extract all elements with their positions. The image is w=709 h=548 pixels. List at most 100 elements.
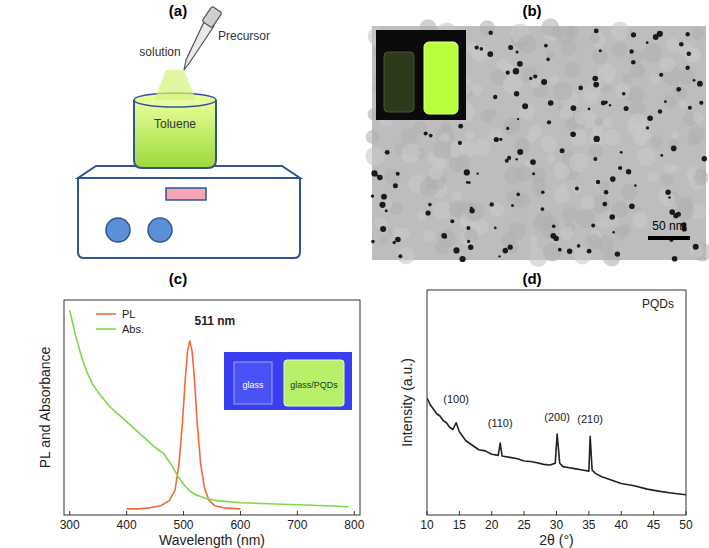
figure: (a)(b)(c)(d)ToluenePrecursorsolution50 n… <box>0 0 709 548</box>
nanocrystal <box>593 82 599 88</box>
beaker <box>134 100 216 168</box>
nanocrystal <box>679 42 684 47</box>
texture <box>668 140 679 151</box>
nanocrystal <box>602 202 607 207</box>
nanocrystal <box>380 226 386 232</box>
nanocrystal <box>693 79 696 82</box>
nanocrystal <box>658 109 662 113</box>
x-tick <box>621 511 622 515</box>
glass-pqds <box>284 360 344 406</box>
nanocrystal <box>624 106 629 111</box>
nanocrystal <box>428 203 432 207</box>
texture <box>573 186 581 194</box>
nanocrystal <box>686 32 690 36</box>
nanocrystal <box>609 104 611 106</box>
annotation: 511 nm <box>194 314 235 328</box>
nanocrystal <box>686 66 690 70</box>
texture <box>603 73 614 84</box>
texture <box>433 141 452 160</box>
nanocrystal <box>441 233 447 239</box>
x-tick-label: 700 <box>287 518 307 532</box>
nanocrystal <box>688 106 692 110</box>
inset-label: glass <box>242 380 264 390</box>
nanocrystal <box>626 169 631 174</box>
nanocrystal <box>385 150 390 155</box>
knob <box>106 218 130 242</box>
nanocrystal <box>548 100 554 106</box>
nanocrystal <box>498 255 500 257</box>
chart: 300400500600700800Wavelength (nm)PL and … <box>37 300 365 548</box>
texture <box>472 84 484 96</box>
texture <box>379 236 388 245</box>
texture <box>424 230 436 242</box>
texture <box>671 130 679 138</box>
scale-bar <box>648 236 690 240</box>
texture <box>553 82 572 101</box>
pipette-head <box>202 6 222 28</box>
texture <box>571 130 588 147</box>
nanocrystal <box>480 47 484 51</box>
nanocrystal <box>516 158 518 160</box>
x-tick-label: 500 <box>174 518 194 532</box>
x-tick-label: 400 <box>117 518 137 532</box>
legend-label: PQDs <box>642 297 674 311</box>
texture <box>516 166 532 182</box>
inset-photo <box>224 352 352 410</box>
texture <box>480 20 495 35</box>
texture <box>637 147 656 166</box>
nanocrystal <box>494 227 497 230</box>
x-axis-label: 2θ (°) <box>539 532 573 548</box>
nanocrystal <box>458 141 462 145</box>
texture <box>621 184 637 200</box>
texture <box>589 33 599 43</box>
texture <box>661 173 673 185</box>
nanocrystal <box>467 240 470 243</box>
y-axis-label: PL and Absorbance <box>37 346 53 468</box>
nanocrystal <box>575 187 579 191</box>
texture <box>435 240 450 255</box>
nanocrystal <box>444 235 447 238</box>
x-tick <box>297 511 298 515</box>
texture <box>473 139 491 157</box>
texture <box>632 213 648 229</box>
x-tick <box>183 511 184 515</box>
texture <box>551 26 563 38</box>
texture <box>604 129 621 146</box>
nanocrystal <box>395 237 401 243</box>
nanocrystal <box>499 138 502 141</box>
nanocrystal <box>487 51 493 57</box>
texture <box>580 195 595 210</box>
nanocrystal <box>466 226 470 230</box>
nanocrystal <box>664 100 667 103</box>
nanocrystal <box>464 169 470 175</box>
nanocrystal <box>508 45 513 50</box>
x-tick-label: 45 <box>647 518 661 532</box>
annotation: (100) <box>443 393 469 405</box>
x-tick-label: 300 <box>60 518 80 532</box>
nanocrystal <box>676 87 681 92</box>
nanocrystal <box>558 248 562 252</box>
nanocrystal <box>544 44 548 48</box>
texture <box>480 111 492 123</box>
nanocrystal <box>594 136 600 142</box>
x-tick <box>69 511 70 515</box>
nanocrystal <box>676 212 681 217</box>
nanocrystal <box>631 60 636 65</box>
texture <box>584 82 601 99</box>
nanocrystal <box>603 102 606 105</box>
texture <box>691 27 704 40</box>
photo-inset: glassglass/PQDs <box>224 352 352 410</box>
nanocrystal <box>697 81 703 87</box>
nanocrystal <box>547 120 551 124</box>
texture <box>402 143 422 163</box>
texture <box>575 111 588 124</box>
nanocrystal <box>629 49 633 53</box>
x-tick <box>524 511 525 515</box>
vial-photo <box>376 30 466 120</box>
plot-area <box>427 398 686 495</box>
nanocrystal <box>381 194 387 200</box>
x-tick <box>491 511 492 515</box>
texture <box>554 187 570 203</box>
nanocrystal <box>493 95 497 99</box>
scale-label: 50 nm <box>652 219 685 233</box>
